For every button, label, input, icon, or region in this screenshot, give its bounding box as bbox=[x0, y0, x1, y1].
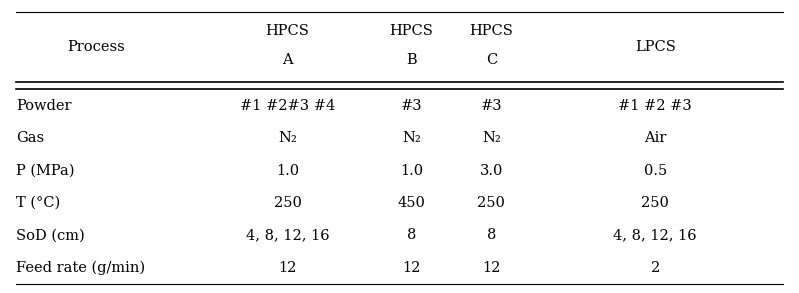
Text: 2: 2 bbox=[650, 261, 660, 275]
Text: 12: 12 bbox=[483, 261, 500, 275]
Text: Gas: Gas bbox=[16, 131, 44, 145]
Text: 1.0: 1.0 bbox=[276, 163, 299, 178]
Text: HPCS: HPCS bbox=[266, 24, 309, 38]
Text: N₂: N₂ bbox=[482, 131, 501, 145]
Text: B: B bbox=[406, 53, 417, 67]
Text: LPCS: LPCS bbox=[634, 40, 676, 54]
Text: N₂: N₂ bbox=[402, 131, 421, 145]
Text: Powder: Powder bbox=[16, 99, 71, 113]
Text: HPCS: HPCS bbox=[390, 24, 433, 38]
Text: 8: 8 bbox=[487, 229, 496, 243]
Text: 250: 250 bbox=[642, 196, 669, 210]
Text: #3: #3 bbox=[480, 99, 503, 113]
Text: 450: 450 bbox=[398, 196, 425, 210]
Text: C: C bbox=[486, 53, 497, 67]
Text: T (°C): T (°C) bbox=[16, 196, 60, 210]
Text: 12: 12 bbox=[403, 261, 420, 275]
Text: #3: #3 bbox=[400, 99, 423, 113]
Text: #1 #2 #3: #1 #2 #3 bbox=[618, 99, 692, 113]
Text: 1.0: 1.0 bbox=[400, 163, 423, 178]
Text: P (MPa): P (MPa) bbox=[16, 163, 74, 178]
Text: #1 #2#3 #4: #1 #2#3 #4 bbox=[240, 99, 336, 113]
Text: N₂: N₂ bbox=[278, 131, 297, 145]
Text: HPCS: HPCS bbox=[470, 24, 513, 38]
Text: 8: 8 bbox=[407, 229, 416, 243]
Text: Air: Air bbox=[644, 131, 666, 145]
Text: 3.0: 3.0 bbox=[479, 163, 503, 178]
Text: Process: Process bbox=[67, 40, 125, 54]
Text: 12: 12 bbox=[279, 261, 296, 275]
Text: 250: 250 bbox=[274, 196, 301, 210]
Text: A: A bbox=[282, 53, 293, 67]
Text: SoD (cm): SoD (cm) bbox=[16, 229, 85, 243]
Text: 4, 8, 12, 16: 4, 8, 12, 16 bbox=[614, 229, 697, 243]
Text: 250: 250 bbox=[478, 196, 505, 210]
Text: 4, 8, 12, 16: 4, 8, 12, 16 bbox=[246, 229, 329, 243]
Text: Feed rate (g/min): Feed rate (g/min) bbox=[16, 261, 145, 275]
Text: 0.5: 0.5 bbox=[643, 163, 667, 178]
